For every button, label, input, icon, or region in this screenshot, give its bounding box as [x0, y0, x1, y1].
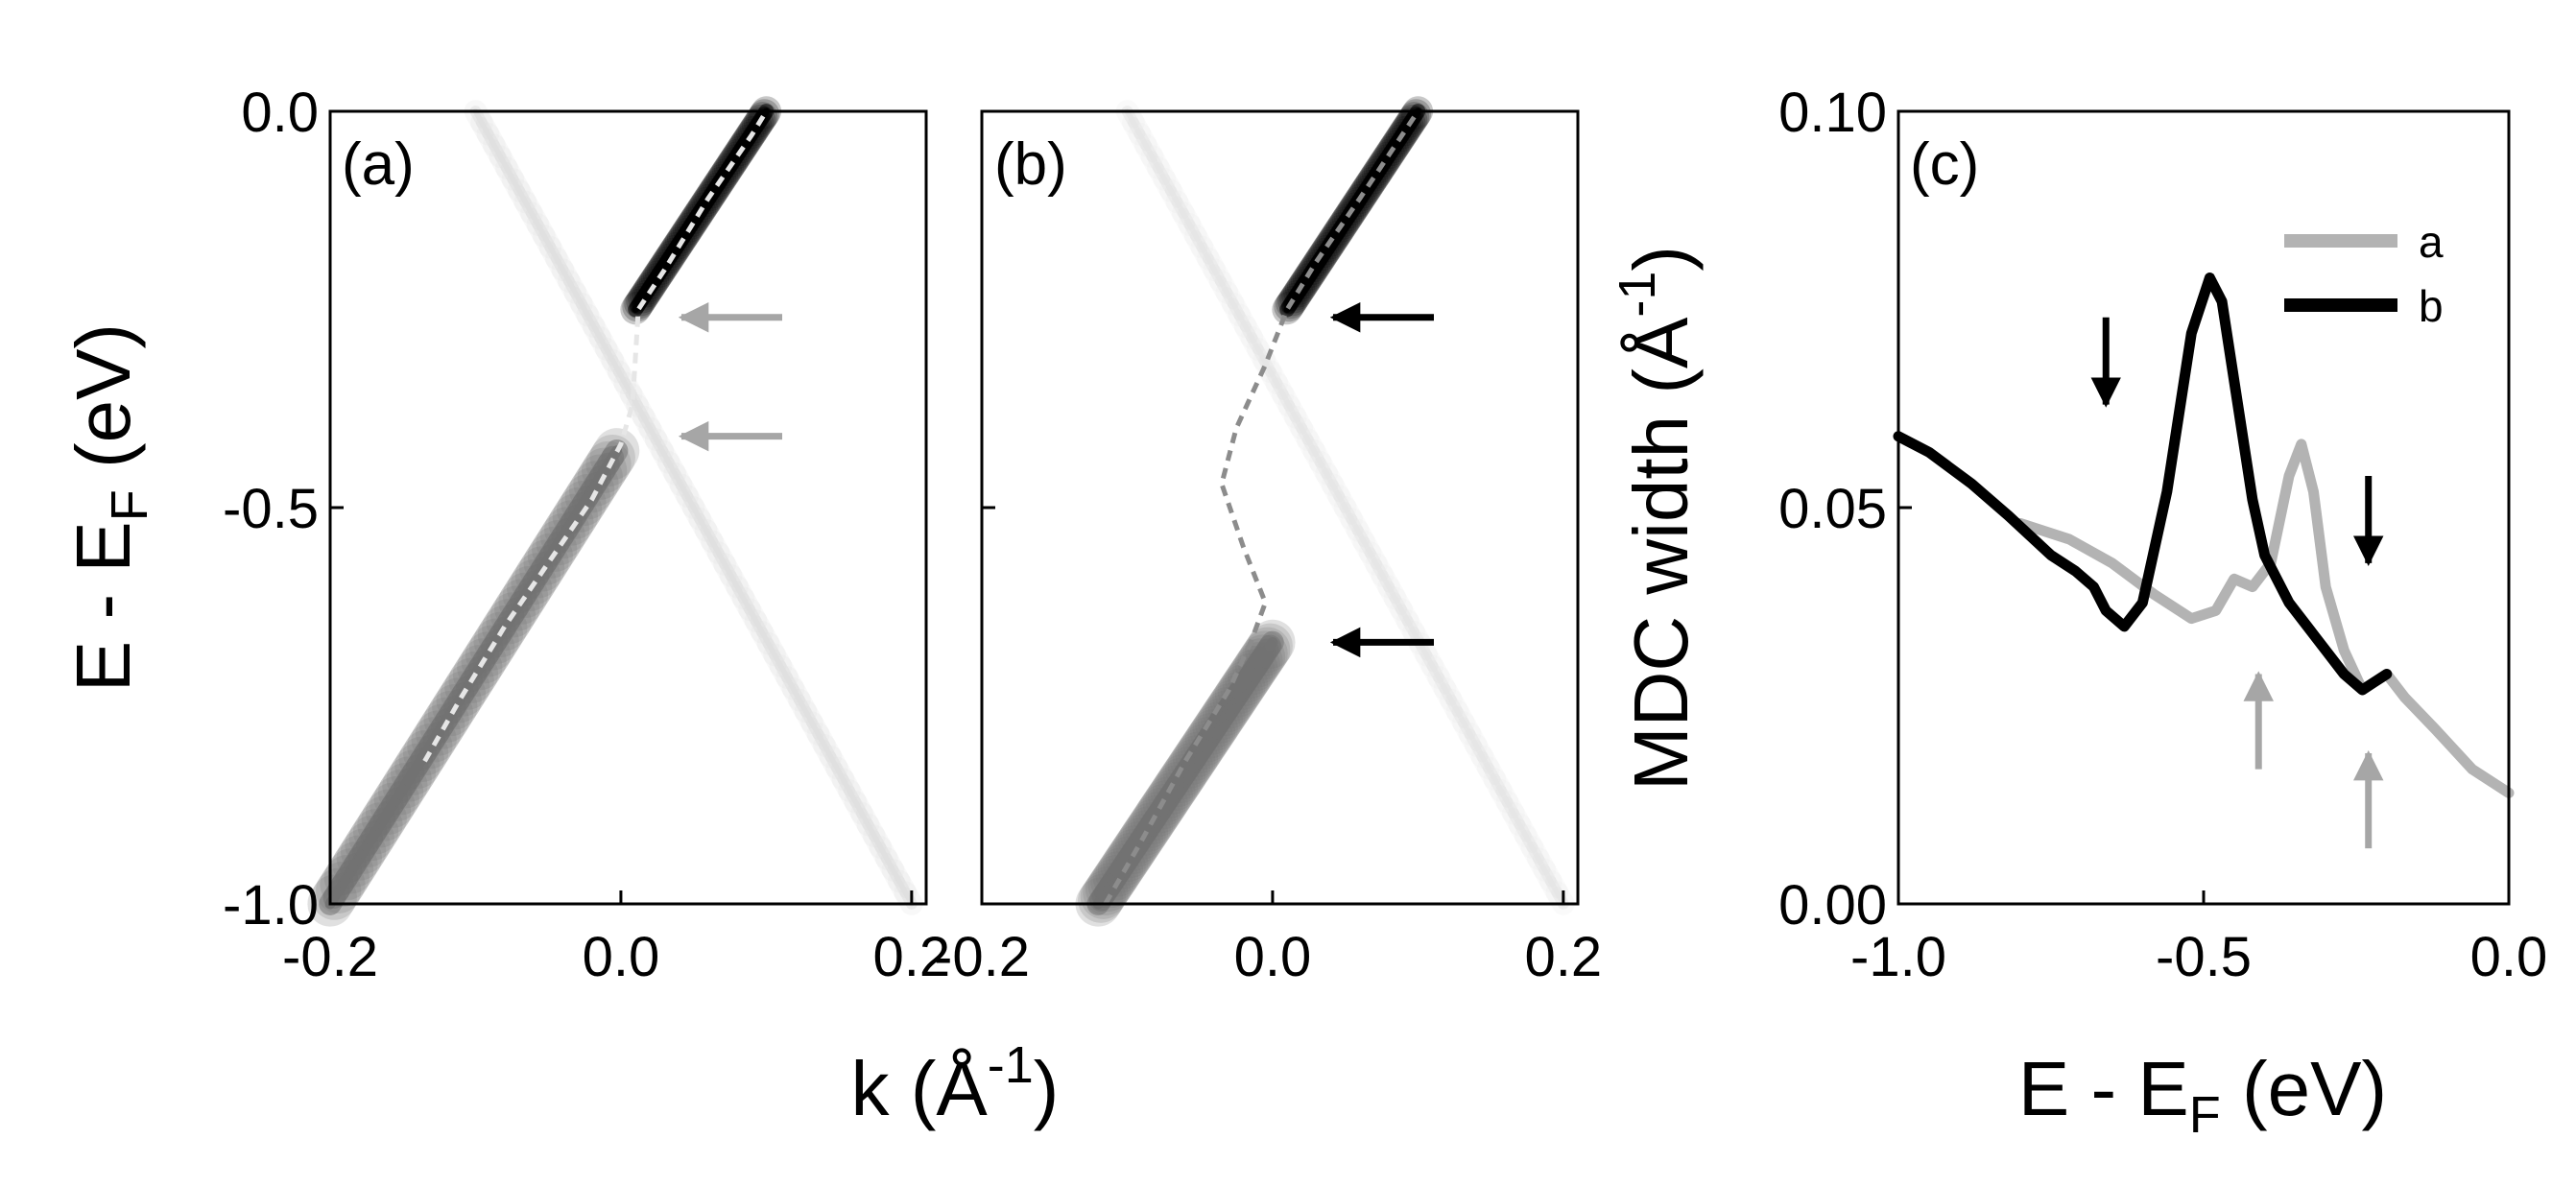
panel-c-ytick-label: 0.00 — [1778, 874, 1887, 937]
panel-b-heatmap — [982, 96, 1578, 927]
panel-b-xtick-label: 0.2 — [1525, 926, 1603, 988]
y-axis-title-right-close: ) — [1618, 246, 1704, 272]
panel-a-xtick-label: -0.2 — [282, 926, 378, 988]
x-axis-title-right-unit: (eV) — [2221, 1046, 2387, 1131]
panel-b: -0.2 0.0 0.2 (b) — [934, 96, 1603, 988]
panel-b-xtick-label: -0.2 — [934, 926, 1030, 988]
x-axis-title-left-sup: -1 — [988, 1036, 1034, 1094]
x-axis-title-right: E - EF (eV) — [2018, 1046, 2387, 1144]
x-axis-title-right-main: E - E — [2018, 1046, 2189, 1131]
panel-a-ytick-label: 0.0 — [241, 82, 319, 144]
panel-b-xtick-label: 0.0 — [1234, 926, 1312, 988]
legend: a b — [2284, 217, 2444, 331]
y-axis-title-left-main: E - E — [60, 521, 146, 692]
panel-b-band-0-seg — [1264, 636, 1278, 652]
panel-a-ytick-label: -1.0 — [223, 874, 319, 937]
panel-c-plot — [1893, 273, 2515, 849]
y-axis-title-right-sup: -1 — [1609, 272, 1666, 318]
panel-c-label: (c) — [1910, 131, 1979, 198]
panel-c-xtick-label: 0.0 — [2470, 926, 2548, 988]
panel-a: -0.2 0.0 0.2 0.0 -0.5 -1.0 (a) — [223, 82, 950, 988]
panel-a-band-0-seg — [607, 445, 623, 463]
panel-b-axes: -0.2 0.0 0.2 — [934, 506, 1603, 988]
panel-a-background — [330, 111, 926, 904]
panel-b-band-2-seg — [1124, 108, 1136, 126]
panel-a-label: (a) — [342, 131, 415, 198]
legend-label-a: a — [2419, 217, 2444, 267]
x-axis-title-left: k (Å-1) — [851, 1036, 1060, 1131]
x-axis-title-left-close: ) — [1034, 1046, 1060, 1131]
series-a-line — [2015, 439, 2515, 798]
series-b-line — [1893, 273, 2393, 696]
panel-c-axes: -1.0 -0.5 0.0 0.00 0.05 0.10 — [1778, 82, 2547, 988]
panel-c-xtick-label: -0.5 — [2156, 926, 2252, 988]
panel-a-heatmap — [307, 96, 926, 927]
panel-c-ytick-label: 0.10 — [1778, 82, 1887, 144]
y-axis-title-left-unit: (eV) — [60, 323, 146, 489]
y-axis-title-left: E - EF (eV) — [60, 323, 158, 692]
x-axis-title-right-sub: F — [2189, 1086, 2221, 1144]
panel-a-ytick-label: -0.5 — [223, 478, 319, 540]
panel-c-xtick-label: -1.0 — [1850, 926, 1946, 988]
panel-c-frame — [1896, 109, 2511, 906]
panel-a-xtick-label: 0.0 — [583, 926, 660, 988]
panel-c: -1.0 -0.5 0.0 0.00 0.05 0.10 (c) a b — [1778, 82, 2547, 988]
panel-a-axes: -0.2 0.0 0.2 0.0 -0.5 -1.0 — [223, 82, 950, 988]
y-axis-title-right: MDC width (Å-1) — [1609, 246, 1704, 791]
panel-c-ytick-label: 0.05 — [1778, 478, 1887, 540]
y-axis-title-left-sub: F — [101, 489, 158, 521]
panel-a-dispersion — [422, 109, 769, 763]
panel-a-xtick-label: 0.2 — [873, 926, 951, 988]
legend-label-b: b — [2419, 281, 2444, 331]
panel-a-band-2-seg — [472, 108, 485, 126]
x-axis-title-left-main: k (Å — [851, 1046, 989, 1131]
y-axis-title-right-main: MDC width (Å — [1618, 317, 1704, 791]
panel-b-label: (b) — [994, 131, 1067, 198]
panel-b-background — [982, 111, 1578, 904]
panel-b-dispersion — [1103, 109, 1420, 906]
